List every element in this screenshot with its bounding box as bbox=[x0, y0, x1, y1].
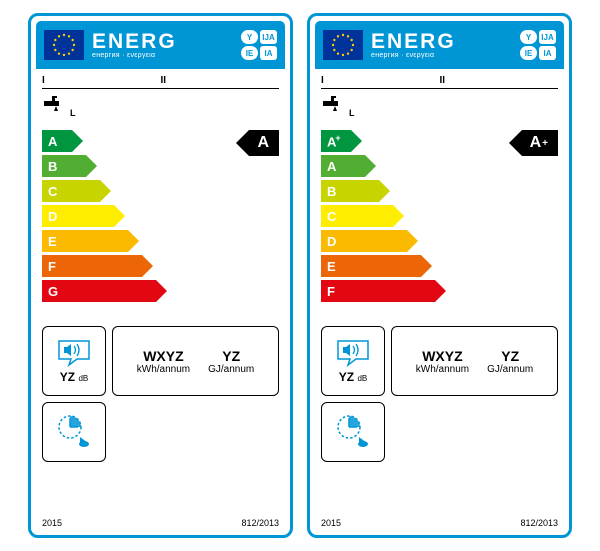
lang-box: IA bbox=[260, 46, 277, 60]
kwh-value: WXYZ bbox=[416, 348, 469, 364]
rating-arrow: A bbox=[249, 130, 279, 156]
grade-bar-C: C bbox=[42, 180, 279, 202]
supplier-divider bbox=[42, 88, 279, 89]
eu-flag-icon bbox=[44, 30, 84, 60]
lang-box: IJA bbox=[539, 30, 556, 44]
energy-label-left: ENERG енергия · ενεργεια YIJAIEIA I II L… bbox=[28, 13, 293, 538]
grade-bar-E: E bbox=[42, 230, 279, 252]
lang-box: IA bbox=[539, 46, 556, 60]
noise-box: YZ dB bbox=[321, 326, 385, 396]
supplier-divider bbox=[321, 88, 558, 89]
info-row-1: YZ dB WXYZ kWh/annum YZ GJ/annum bbox=[315, 326, 564, 396]
grade-bar-A: A bbox=[321, 155, 558, 177]
gj-col: YZ GJ/annum bbox=[208, 348, 254, 375]
grade-bar-E: E bbox=[321, 255, 558, 277]
footer-regulation: 812/2013 bbox=[241, 518, 279, 528]
supplier-row: I II bbox=[315, 69, 564, 88]
lang-box: IE bbox=[241, 46, 258, 60]
footer-year: 2015 bbox=[321, 518, 341, 528]
timer-icon bbox=[54, 413, 94, 452]
grade-bar-F: F bbox=[321, 280, 558, 302]
consumption-box: WXYZ kWh/annum YZ GJ/annum bbox=[112, 326, 279, 396]
kwh-col: WXYZ kWh/annum bbox=[137, 348, 190, 375]
lang-boxes: YIJAIEIA bbox=[520, 30, 556, 60]
sound-icon bbox=[57, 339, 91, 370]
energ-title: ENERG енергия · ενεργεια bbox=[371, 31, 512, 59]
eu-flag-icon bbox=[323, 30, 363, 60]
supplier-col-1: I bbox=[321, 75, 440, 86]
gj-value: YZ bbox=[487, 348, 533, 364]
footer-year: 2015 bbox=[42, 518, 62, 528]
grade-bar-B: B bbox=[321, 180, 558, 202]
info-row-1: YZ dB WXYZ kWh/annum YZ GJ/annum bbox=[36, 326, 285, 396]
grade-zone: A+ A B C D E F A+ bbox=[315, 122, 564, 322]
timer-box bbox=[321, 402, 385, 462]
noise-value: YZ dB bbox=[339, 370, 367, 384]
grade-bar-D: D bbox=[321, 230, 558, 252]
gj-unit: GJ/annum bbox=[208, 364, 254, 375]
kwh-unit: kWh/annum bbox=[137, 364, 190, 375]
lang-box: Y bbox=[241, 30, 258, 44]
info-row-2 bbox=[36, 402, 285, 462]
grade-bar-B: B bbox=[42, 155, 279, 177]
lang-boxes: YIJAIEIA bbox=[241, 30, 277, 60]
supplier-col-1: I bbox=[42, 75, 161, 86]
consumption-box: WXYZ kWh/annum YZ GJ/annum bbox=[391, 326, 558, 396]
grade-bar-F: F bbox=[42, 255, 279, 277]
grade-bar-C: C bbox=[321, 205, 558, 227]
energ-subtitle: енергия · ενεργεια bbox=[371, 52, 512, 59]
gj-value: YZ bbox=[208, 348, 254, 364]
lang-box: IJA bbox=[260, 30, 277, 44]
kwh-col: WXYZ kWh/annum bbox=[416, 348, 469, 375]
kwh-value: WXYZ bbox=[137, 348, 190, 364]
gj-unit: GJ/annum bbox=[487, 364, 533, 375]
gj-col: YZ GJ/annum bbox=[487, 348, 533, 375]
label-footer: 2015 812/2013 bbox=[315, 518, 564, 528]
noise-value: YZ dB bbox=[60, 370, 88, 384]
energ-word: ENERG bbox=[371, 31, 512, 52]
supplier-row: I II bbox=[36, 69, 285, 88]
tap-size: L bbox=[70, 108, 76, 118]
tap-icon bbox=[321, 95, 345, 118]
tap-icon bbox=[42, 95, 66, 118]
tap-row: L bbox=[315, 95, 564, 122]
grade-bar-G: G bbox=[42, 280, 279, 302]
supplier-col-2: II bbox=[161, 75, 280, 86]
footer-regulation: 812/2013 bbox=[520, 518, 558, 528]
label-header: ENERG енергия · ενεργεια YIJAIEIA bbox=[36, 21, 285, 69]
energy-label-right: ENERG енергия · ενεργεια YIJAIEIA I II L… bbox=[307, 13, 572, 538]
supplier-col-2: II bbox=[440, 75, 559, 86]
sound-icon bbox=[336, 339, 370, 370]
tap-row: L bbox=[36, 95, 285, 122]
lang-box: Y bbox=[520, 30, 537, 44]
info-row-2 bbox=[315, 402, 564, 462]
timer-box bbox=[42, 402, 106, 462]
timer-icon bbox=[333, 413, 373, 452]
label-footer: 2015 812/2013 bbox=[36, 518, 285, 528]
kwh-unit: kWh/annum bbox=[416, 364, 469, 375]
rating-arrow: A+ bbox=[522, 130, 558, 156]
energ-title: ENERG енергия · ενεργεια bbox=[92, 31, 233, 59]
grade-bar-D: D bbox=[42, 205, 279, 227]
label-header: ENERG енергия · ενεργεια YIJAIEIA bbox=[315, 21, 564, 69]
energ-word: ENERG bbox=[92, 31, 233, 52]
tap-size: L bbox=[349, 108, 355, 118]
noise-box: YZ dB bbox=[42, 326, 106, 396]
grade-zone: A B C D E F G A bbox=[36, 122, 285, 322]
lang-box: IE bbox=[520, 46, 537, 60]
energ-subtitle: енергия · ενεργεια bbox=[92, 52, 233, 59]
